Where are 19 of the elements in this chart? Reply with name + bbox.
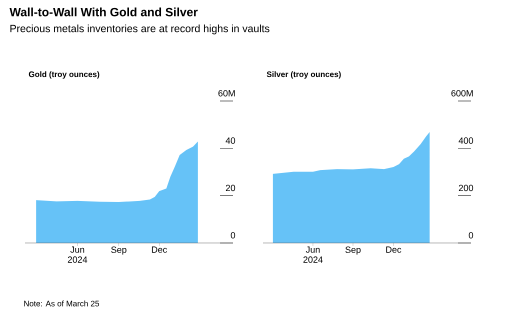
y-tick-label: 200 <box>458 184 474 192</box>
chart-title: Wall-to-Wall With Gold and Silver <box>10 8 198 16</box>
y-axis-title: Gold (troy ounces) <box>28 71 100 79</box>
y-tick-label: 600M <box>451 90 473 96</box>
y-tick-label: 0 <box>468 232 474 238</box>
x-tick-label: Jun 2024 <box>68 246 88 263</box>
x-tick-label: Sep <box>345 246 361 255</box>
y-tick-label: 0 <box>230 232 236 238</box>
y-tick-label: 40 <box>226 137 236 144</box>
y-tick-label: 60M <box>218 90 235 96</box>
x-tick-label: Dec <box>386 246 402 253</box>
y-tick-label: 20 <box>226 184 236 192</box>
chart-subtitle: Precious metals inventories are at record highs in vaults <box>10 24 270 34</box>
text: Note: As of March 25 <box>24 300 100 306</box>
y-tick-label: 400 <box>458 137 474 144</box>
x-tick-label: Sep <box>111 246 126 255</box>
x-tick-label: Jun 2024 <box>303 246 323 263</box>
x-tick-label: Dec <box>152 246 167 253</box>
y-axis-title: Silver (troy ounces) <box>266 71 341 79</box>
